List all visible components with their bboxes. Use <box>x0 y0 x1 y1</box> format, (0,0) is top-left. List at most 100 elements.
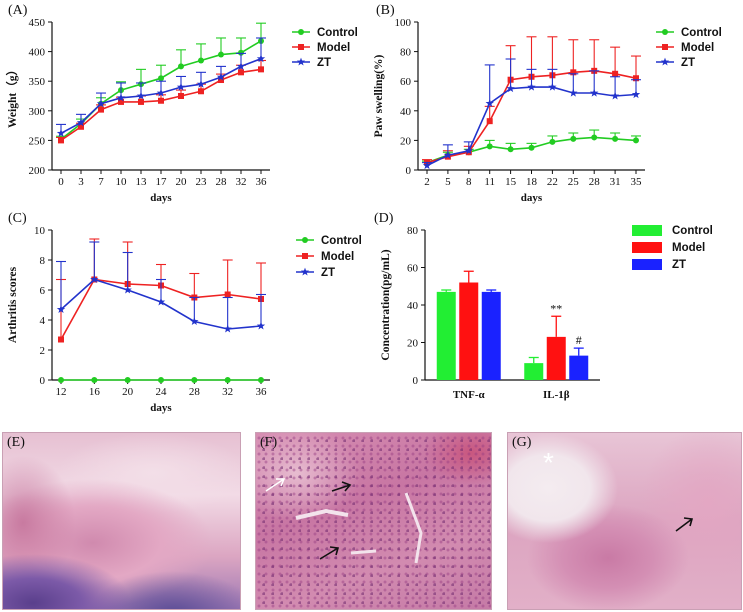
data-point <box>198 88 204 95</box>
histology-g-overlay <box>675 517 694 532</box>
histology-panel-e: (E) <box>2 432 241 610</box>
histology-panel-g: (G) * <box>507 432 742 610</box>
y-tick-label: 8 <box>40 255 46 267</box>
data-point <box>528 144 535 151</box>
x-tick-label: 17 <box>156 176 168 188</box>
data-point <box>486 143 493 150</box>
y-tick-label: 10 <box>34 225 46 237</box>
x-tick-label: 3 <box>78 176 84 188</box>
series-zt <box>422 58 641 170</box>
data-point <box>236 62 246 70</box>
y-tick-label: 60 <box>400 76 412 88</box>
x-tick-label: 31 <box>610 176 621 188</box>
data-point <box>569 88 578 97</box>
data-point <box>191 377 198 383</box>
panel-label: (A) <box>8 3 28 18</box>
data-point <box>58 377 64 383</box>
data-point <box>591 134 598 141</box>
x-tick-label: 28 <box>589 176 601 188</box>
data-point <box>548 82 557 91</box>
data-point <box>178 63 184 70</box>
x-axis-label: days <box>150 192 172 204</box>
data-point <box>156 88 166 97</box>
x-tick-label: 15 <box>505 176 517 188</box>
data-point <box>224 377 231 383</box>
data-point <box>156 297 166 306</box>
legend-marker <box>660 57 670 66</box>
data-point <box>258 377 264 383</box>
data-point <box>238 69 244 76</box>
data-point <box>570 135 577 142</box>
legend-label: Model <box>672 242 705 254</box>
bar <box>481 291 501 380</box>
data-point <box>256 54 266 63</box>
data-point <box>549 138 556 145</box>
data-point <box>78 123 84 130</box>
data-point <box>178 93 184 99</box>
data-point <box>506 84 515 93</box>
panel-label: (C) <box>8 211 27 226</box>
significance-mark: # <box>576 333 582 347</box>
data-point <box>610 91 620 100</box>
x-tick-label: 20 <box>176 176 188 188</box>
x-tick-label: 22 <box>547 176 558 188</box>
panel-label: (D) <box>374 211 394 226</box>
x-tick-label: 11 <box>484 176 495 188</box>
data-point <box>176 82 186 91</box>
legend-label: Control <box>672 225 713 237</box>
data-point <box>485 99 494 107</box>
x-tick-label: 13 <box>136 176 148 188</box>
data-point <box>76 118 86 127</box>
y-tick-label: 20 <box>407 338 419 350</box>
data-point <box>422 161 432 170</box>
x-tick-label: 35 <box>631 176 643 188</box>
data-point <box>218 77 224 84</box>
data-point <box>256 321 266 330</box>
x-tick-label: 8 <box>466 176 472 188</box>
x-tick-label: 32 <box>222 386 233 398</box>
y-tick-label: 80 <box>407 225 419 237</box>
data-point <box>158 377 164 383</box>
data-point <box>56 128 66 137</box>
series-zt <box>56 37 266 137</box>
data-point <box>223 324 232 333</box>
y-axis-label: Arthritis scores <box>7 266 19 343</box>
series-control <box>422 129 641 166</box>
data-point <box>258 66 264 73</box>
x-tick-label: 18 <box>526 176 538 188</box>
bar <box>524 363 544 380</box>
y-tick-label: 450 <box>29 17 46 29</box>
x-tick-label: 16 <box>89 386 101 398</box>
legend-label: Control <box>321 235 362 247</box>
x-axis-label: days <box>150 402 172 414</box>
legend-swatch <box>632 259 662 270</box>
series-control <box>58 377 264 383</box>
histology-label-f: (F) <box>260 435 278 450</box>
bar <box>569 355 589 380</box>
histology-panel-f: (F) <box>255 432 492 610</box>
panel-label: (B) <box>376 3 395 18</box>
data-point <box>486 118 493 125</box>
x-tick-label: 2 <box>424 176 430 188</box>
data-point <box>633 137 639 144</box>
data-point <box>96 99 106 108</box>
arrow-icon <box>675 517 694 532</box>
legend-marker <box>298 44 304 50</box>
legend-marker <box>298 29 304 35</box>
arrow-icon <box>331 481 352 492</box>
x-tick-label: 28 <box>216 176 228 188</box>
y-tick-label: 6 <box>40 285 46 297</box>
data-point <box>116 93 126 102</box>
x-tick-label: 12 <box>56 386 67 398</box>
y-tick-label: 2 <box>40 345 46 357</box>
x-axis-label: days <box>521 192 543 204</box>
asterisk-mark: * <box>543 447 554 478</box>
legend-marker <box>296 57 306 66</box>
data-point <box>224 291 231 298</box>
x-tick-label: 0 <box>58 176 64 188</box>
x-tick-label: 23 <box>196 176 208 188</box>
y-tick-label: 0 <box>406 165 412 177</box>
data-point <box>570 69 577 76</box>
